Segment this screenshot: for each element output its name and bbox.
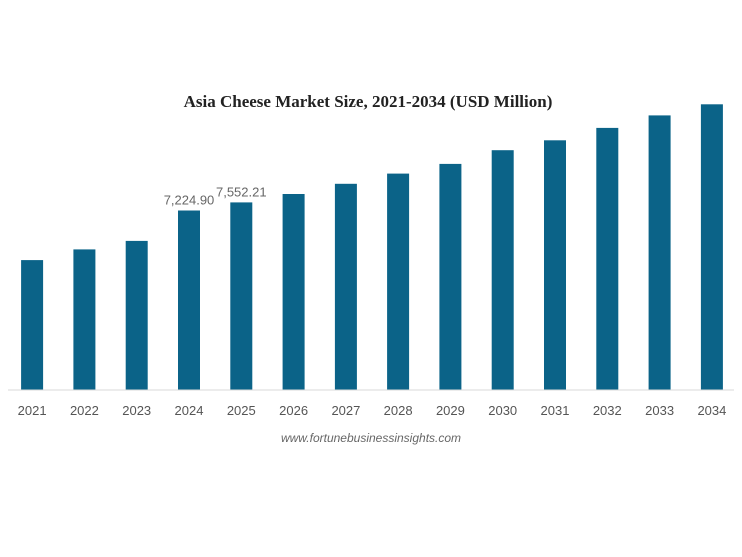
bar-2031 <box>544 140 566 390</box>
x-tick-labels: 2021 2022 2023 2024 2025 2026 2027 2028 2029 2030… <box>18 403 727 418</box>
bar-2021 <box>21 260 44 390</box>
x-tick-2028: 2028 <box>384 403 413 418</box>
bar-2025 <box>230 202 253 390</box>
x-tick-2031: 2031 <box>541 403 570 418</box>
bar-2030 <box>491 150 514 390</box>
x-tick-2027: 2027 <box>331 403 360 418</box>
data-label-2025: 7,552.21 <box>216 184 267 199</box>
bars-group <box>21 104 723 391</box>
bar-2023 <box>125 240 148 390</box>
chart-title: Asia Cheese Market Size, 2021-2034 (USD … <box>184 92 553 111</box>
x-tick-2030: 2030 <box>488 403 517 418</box>
x-tick-2025: 2025 <box>227 403 256 418</box>
bar-2032 <box>596 127 619 391</box>
bar-2024 <box>178 210 200 390</box>
x-tick-2033: 2033 <box>645 403 674 418</box>
bar-2028 <box>387 173 410 390</box>
x-tick-2021: 2021 <box>18 403 47 418</box>
x-tick-2022: 2022 <box>70 403 99 418</box>
x-tick-2024: 2024 <box>175 403 204 418</box>
x-tick-2034: 2034 <box>697 403 726 418</box>
bar-2034 <box>700 104 723 391</box>
bar-2027 <box>334 183 357 390</box>
source-text: www.fortunebusinessinsights.com <box>281 431 461 445</box>
x-tick-2023: 2023 <box>122 403 151 418</box>
data-labels: 7,224.907,552.21 <box>164 184 267 207</box>
bar-2026 <box>282 194 305 390</box>
bar-2029 <box>439 163 462 390</box>
bar-2033 <box>648 115 671 391</box>
x-tick-2026: 2026 <box>279 403 308 418</box>
x-tick-2029: 2029 <box>436 403 465 418</box>
x-tick-2032: 2032 <box>593 403 622 418</box>
data-label-2024: 7,224.90 <box>164 193 215 208</box>
bar-2022 <box>73 249 96 390</box>
